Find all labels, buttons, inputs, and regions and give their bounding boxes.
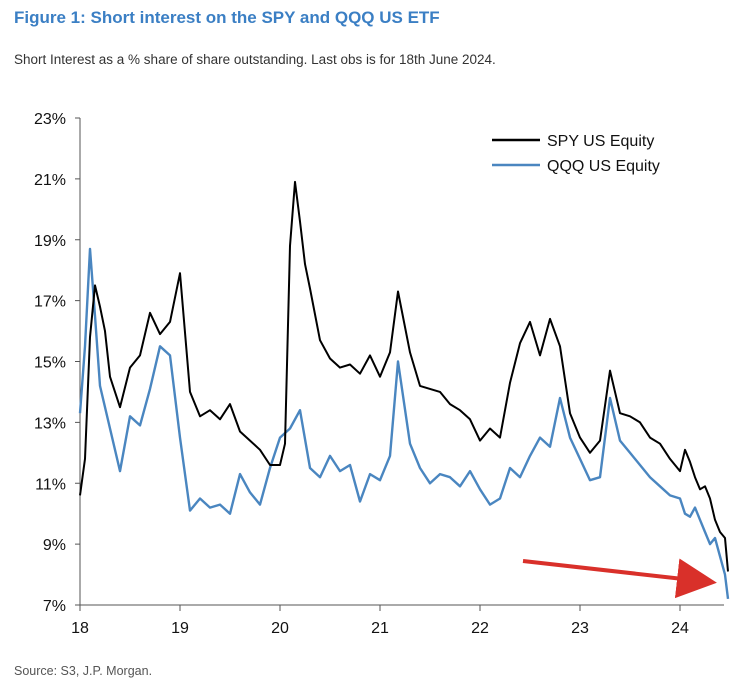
source-note: Source: S3, J.P. Morgan. [14,664,153,678]
y-tick-label: 17% [34,294,66,311]
x-tick-label: 24 [671,620,689,637]
y-tick-label: 15% [34,355,66,372]
x-tick-label: 18 [71,620,89,637]
legend-label: SPY US Equity [547,133,654,150]
chart-title: Figure 1: Short interest on the SPY and … [14,8,440,27]
qqq-series-line [78,247,730,600]
series-group [78,180,730,600]
y-tick-label: 7% [43,598,66,615]
y-tick-label: 9% [43,537,66,554]
x-tick-label: 20 [271,620,289,637]
y-tick-label: 13% [34,415,66,432]
x-tick-label: 22 [471,620,489,637]
x-ticks: 18 19 20 21 22 23 24 [71,605,689,637]
y-ticks: 23% 21% 19% 17% 15% 13% 11% 9% 7% [34,111,80,615]
x-tick-label: 19 [171,620,189,637]
y-tick-label: 23% [34,111,66,128]
legend: SPY US Equity QQQ US Equity [492,133,660,175]
legend-label: QQQ US Equity [547,158,660,175]
x-tick-label: 23 [571,620,589,637]
y-tick-label: 11% [35,476,66,493]
y-tick-label: 19% [34,233,66,250]
x-tick-label: 21 [371,620,389,637]
y-tick-label: 21% [34,172,66,189]
spy-series-line [79,180,729,572]
chart-subtitle: Short Interest as a % share of share out… [14,52,496,67]
annotation-arrow [522,558,717,599]
